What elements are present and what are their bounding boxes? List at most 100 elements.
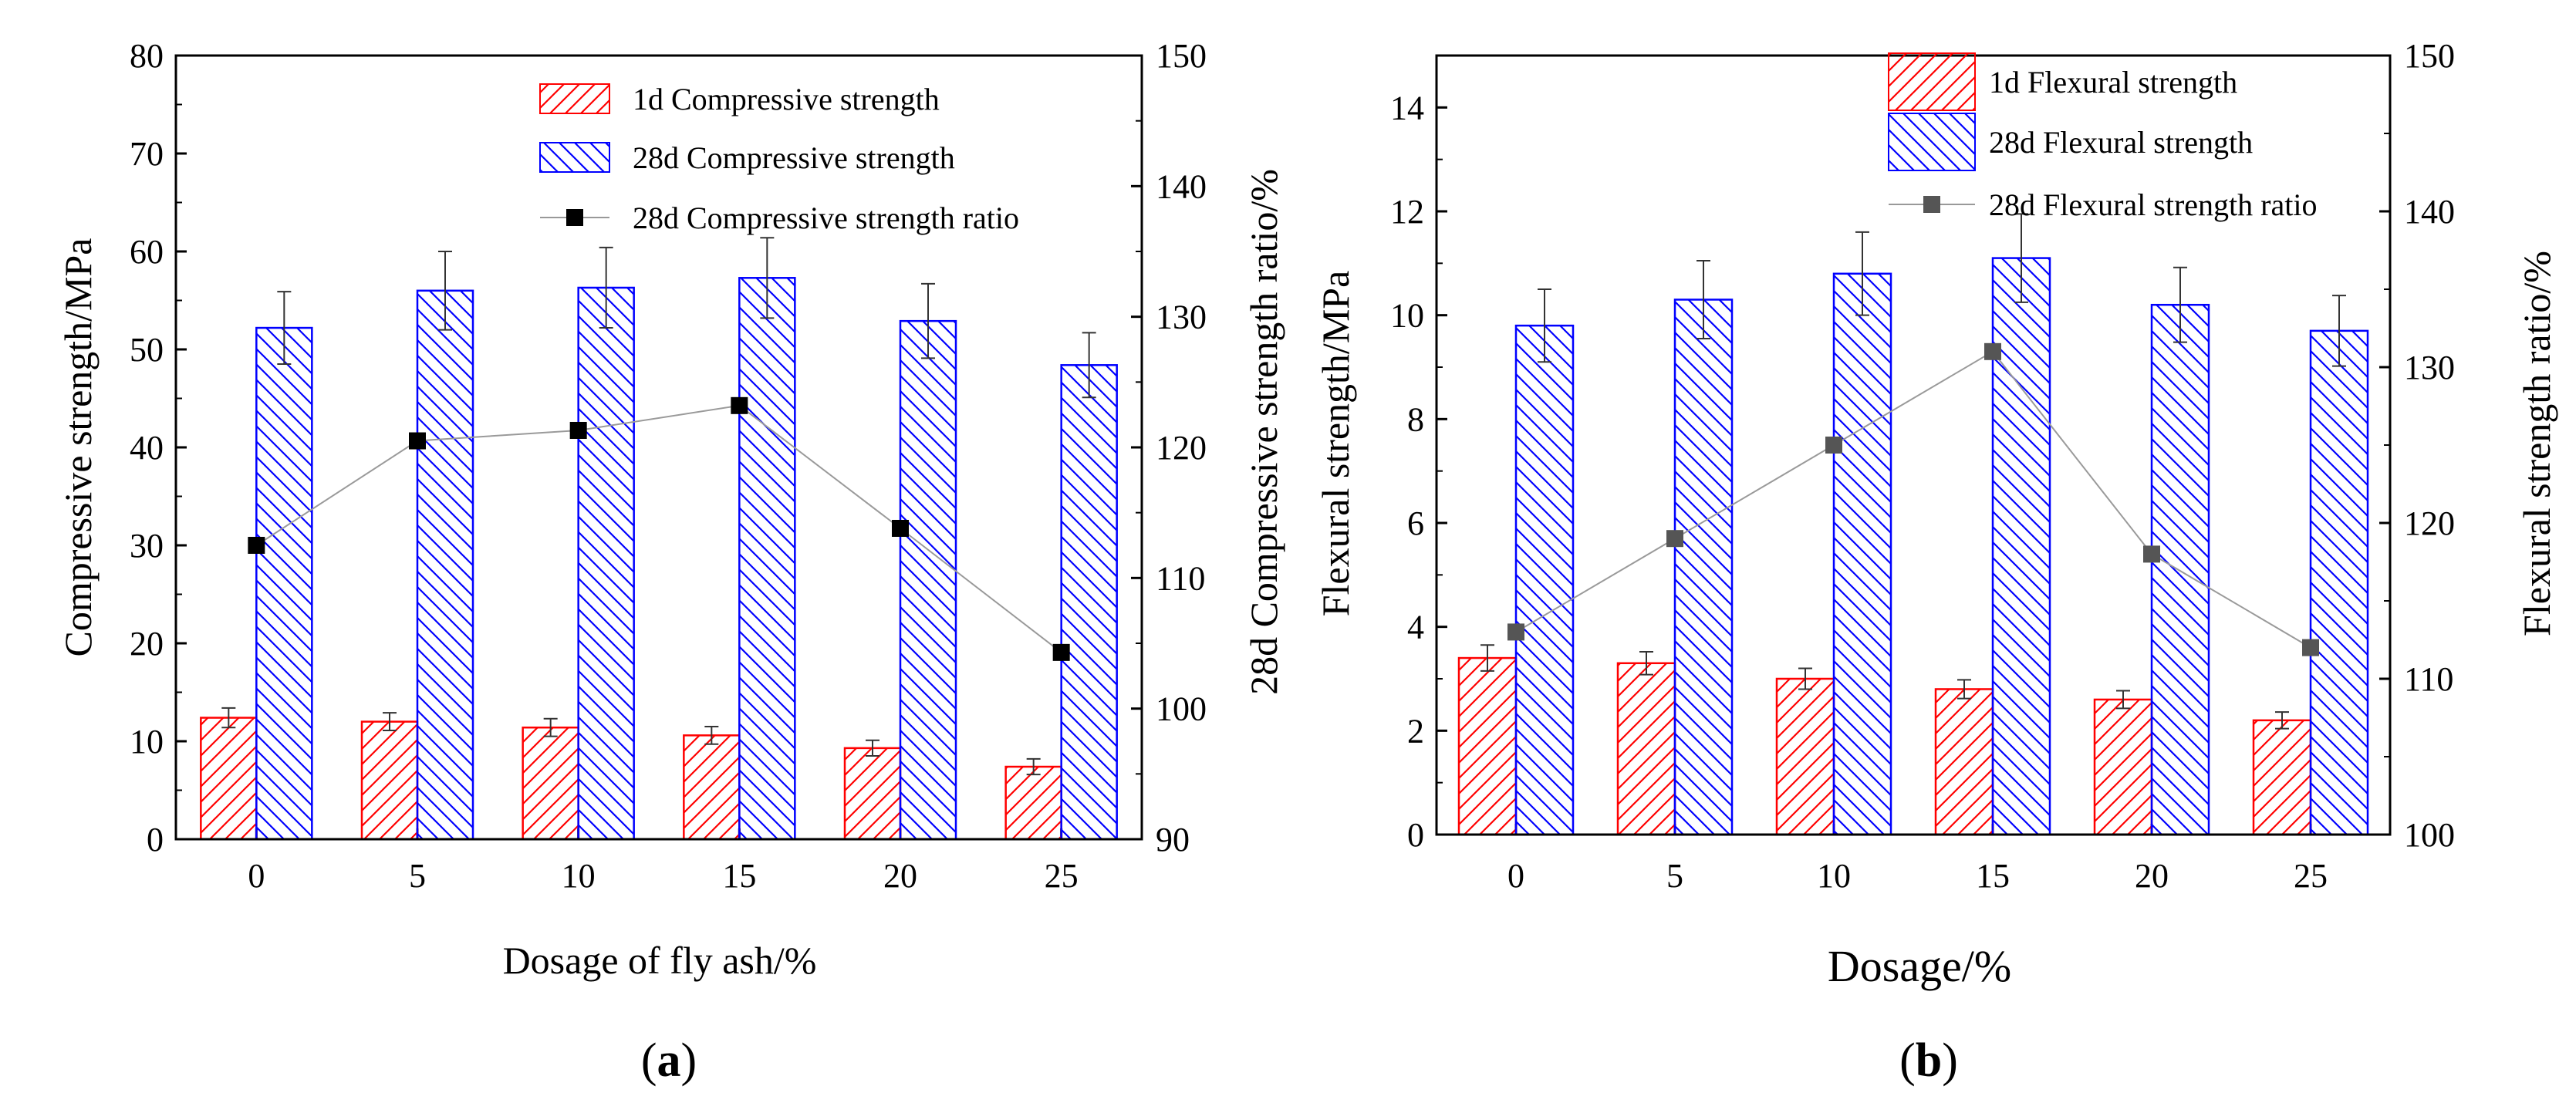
ratio-point	[569, 421, 587, 439]
chart-b-legend-label-ratio: 28d Flexural strength ratio	[1989, 187, 2317, 222]
chart-b-legend-marker-ratio	[1923, 196, 1940, 213]
ratio-point	[1666, 530, 1683, 548]
y2-tick-label: 150	[2404, 37, 2455, 75]
x-tick-label: 10	[562, 857, 596, 895]
bar	[2252, 719, 2312, 836]
ratio-point	[1507, 623, 1524, 641]
bar	[1616, 662, 1676, 836]
bar	[738, 277, 796, 841]
chart-b-legend-swatch-28d	[1888, 113, 1976, 171]
chart-a-ticks: 0 10 20 30 40 50 60 70 80 90 100 110 120 130 140 150 0 5 1…	[130, 37, 1207, 895]
y2-tick-label: 130	[2404, 349, 2455, 386]
ratio-point	[731, 396, 748, 414]
y-tick-label: 6	[1407, 504, 1424, 542]
chart-a-y-axis-label: Compressive strength/MPa	[56, 238, 100, 656]
chart-a-panel-label: (a)	[641, 1034, 697, 1087]
chart-a: 0 10 20 30 40 50 60 70 80 90 100 110 120 130 140 150 0 5 1…	[56, 37, 1285, 1087]
y-tick-label: 80	[130, 37, 164, 75]
chart-a-legend: 1d Compressive strength 28d Compressive …	[539, 82, 1019, 235]
chart-b-bars	[1457, 213, 2369, 836]
ratio-point	[1984, 342, 2001, 360]
x-tick-label: 5	[409, 857, 426, 895]
y-tick-label: 2	[1407, 712, 1424, 750]
ratio-point	[2143, 545, 2160, 563]
x-tick-label: 10	[1817, 857, 1851, 895]
ratio-point	[248, 537, 265, 554]
chart-a-bars	[200, 237, 1118, 841]
ratio-point	[1825, 437, 1842, 454]
bar	[2309, 329, 2369, 836]
bar	[2093, 698, 2153, 836]
y2-tick-label: 140	[2404, 193, 2455, 231]
y-tick-label: 10	[1390, 297, 1424, 335]
chart-a-x-axis-label: Dosage of fly ash/%	[503, 939, 817, 982]
y2-tick-label: 100	[1156, 690, 1207, 728]
y2-tick-label: 120	[1156, 429, 1207, 467]
y-tick-label: 0	[147, 821, 164, 858]
y-tick-label: 0	[1407, 816, 1424, 854]
x-tick-label: 20	[883, 857, 917, 895]
chart-b-plot-frame	[1435, 54, 2392, 836]
y-tick-label: 4	[1407, 609, 1424, 646]
chart-b-legend: 1d Flexural strength 28d Flexural streng…	[1888, 52, 2317, 222]
chart-a-legend-swatch-1d	[539, 83, 610, 114]
bar	[200, 717, 258, 841]
x-tick-label: 0	[248, 857, 265, 895]
y2-tick-label: 110	[1156, 559, 1205, 597]
y-tick-label: 8	[1407, 400, 1424, 438]
x-tick-label: 20	[2135, 857, 2169, 895]
y2-tick-label: 100	[2404, 816, 2455, 854]
chart-a-plot-frame	[174, 54, 1143, 841]
ratio-point	[409, 432, 426, 450]
bar	[1004, 765, 1062, 841]
bar	[1934, 688, 1994, 836]
chart-b-ratio-line	[1507, 342, 2319, 656]
x-tick-label: 25	[1045, 857, 1079, 895]
bar	[1060, 364, 1118, 841]
y2-tick-label: 110	[2404, 660, 2453, 698]
x-tick-label: 25	[2294, 857, 2328, 895]
bar	[1673, 299, 1734, 836]
chart-b-legend-label-1d: 1d Flexural strength	[1989, 65, 2237, 100]
y2-tick-label: 120	[2404, 504, 2455, 542]
bar	[255, 326, 313, 841]
y2-tick-label: 150	[1156, 37, 1207, 75]
chart-a-legend-marker-ratio	[566, 209, 583, 226]
ratio-polyline	[255, 404, 1062, 653]
chart-b-legend-label-28d: 28d Flexural strength	[1989, 125, 2253, 160]
bar	[843, 747, 902, 841]
y2-tick-label: 90	[1156, 821, 1190, 858]
y-tick-label: 12	[1390, 193, 1424, 231]
chart-a-legend-label-ratio: 28d Compressive strength ratio	[633, 201, 1019, 235]
chart-b-y-axis-label: Flexural strength/MPa	[1314, 271, 1357, 617]
y-tick-label: 14	[1390, 89, 1424, 126]
bar	[522, 726, 579, 841]
chart-a-ratio-line	[248, 396, 1070, 661]
x-tick-label: 5	[1666, 857, 1683, 895]
chart-b-panel-label: (b)	[1899, 1034, 1958, 1087]
bar	[683, 734, 741, 841]
y-tick-label: 20	[130, 625, 164, 663]
bar	[1991, 257, 2051, 836]
chart-a-legend-label-1d: 1d Compressive strength	[633, 82, 940, 116]
bar	[577, 286, 635, 841]
chart-b-y2-axis-label: Flexural strength ratio/%	[2515, 251, 2558, 636]
ratio-point	[892, 519, 909, 537]
ratio-point	[2302, 639, 2319, 656]
y-tick-label: 40	[130, 429, 164, 467]
chart-a-y2-axis-label: 28d Compressive strength ratio/%	[1242, 169, 1285, 695]
chart-a-legend-swatch-28d	[539, 142, 610, 173]
chart-b-legend-swatch-1d	[1888, 52, 1976, 111]
bar	[416, 289, 474, 841]
y-tick-label: 10	[130, 723, 164, 761]
ratio-point	[1052, 643, 1070, 661]
y2-tick-label: 140	[1156, 167, 1207, 205]
chart-a-legend-label-28d: 28d Compressive strength	[633, 140, 955, 175]
y-tick-label: 60	[130, 233, 164, 271]
ratio-polyline	[1515, 350, 2311, 649]
y-tick-label: 70	[130, 135, 164, 173]
y-tick-label: 50	[130, 331, 164, 369]
chart-b-x-axis-label: Dosage/%	[1828, 941, 2011, 991]
